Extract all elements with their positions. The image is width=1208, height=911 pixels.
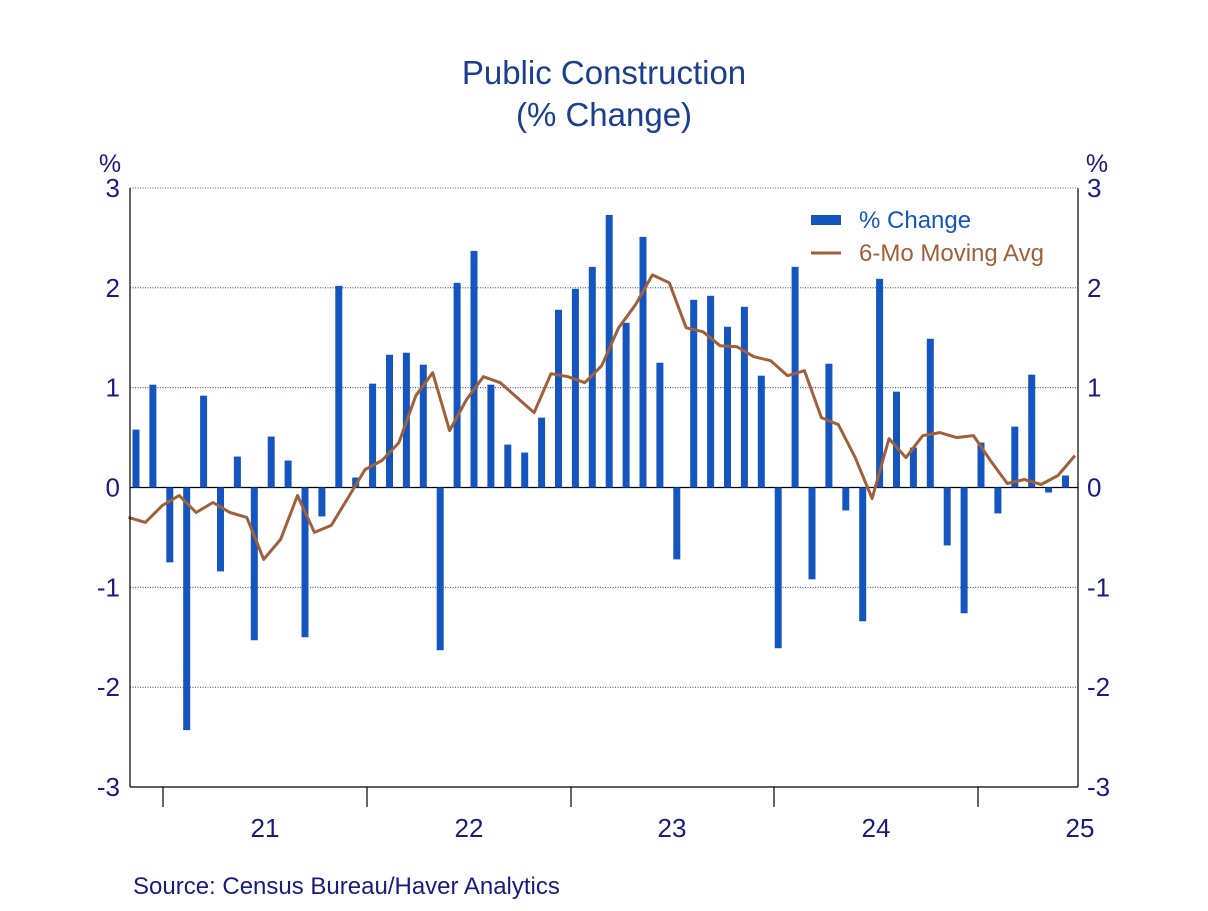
line-series (128, 273, 1077, 561)
bar (538, 417, 546, 488)
bar (876, 278, 884, 488)
bar (149, 384, 157, 488)
legend: % Change 6-Mo Moving Avg (811, 207, 1044, 267)
bar (757, 375, 765, 488)
axes (129, 188, 1079, 807)
bar (1011, 426, 1019, 488)
bar (1028, 374, 1036, 488)
x-year-label: 25 (1066, 813, 1095, 843)
y-tick-label-left: 1 (106, 373, 120, 403)
bar (504, 444, 512, 488)
bar (386, 354, 393, 488)
y-tick-label-right: -2 (1087, 672, 1110, 702)
bar (639, 236, 647, 488)
x-year-label: 23 (658, 813, 687, 843)
y-tick-labels: 3 3 2 2 1 1 0 0 -1 -1 -2 -2 -3 -3 (97, 173, 1110, 802)
y-tick-label-left: -1 (97, 572, 120, 602)
bar (909, 447, 917, 488)
y-tick-label-right: 2 (1087, 273, 1101, 303)
bar (1045, 487, 1053, 493)
bar (369, 383, 377, 488)
bar-series (132, 214, 1069, 731)
legend-label-bars: % Change (859, 207, 971, 234)
bar (555, 309, 562, 488)
y-tick-label-right: 1 (1087, 373, 1101, 403)
y-tick-label-right: -3 (1087, 772, 1110, 802)
bar (318, 487, 326, 517)
bar (673, 487, 681, 560)
bar (233, 456, 241, 488)
bar (774, 487, 782, 649)
bar (419, 364, 427, 488)
bar (284, 460, 292, 488)
y-tick-label-left: 0 (106, 473, 120, 503)
y-tick-label-left: 3 (106, 173, 120, 203)
bar (521, 452, 529, 488)
bar (1062, 475, 1069, 488)
bar (656, 362, 664, 488)
bar (707, 295, 715, 488)
bar (132, 429, 140, 488)
bar (943, 487, 951, 546)
y-tick-label-right: -1 (1087, 572, 1110, 602)
bar (183, 487, 191, 731)
chart-title-line2: (% Change) (516, 96, 692, 133)
x-year-label: 24 (862, 813, 891, 843)
bar (301, 487, 309, 638)
bar (926, 338, 934, 488)
bar (250, 487, 258, 641)
bar (436, 487, 444, 651)
bar (267, 436, 275, 488)
bar (994, 487, 1002, 514)
chart-title-line1: Public Construction (462, 54, 746, 91)
bar (893, 391, 900, 488)
bar (960, 487, 968, 614)
moving-average-line (128, 273, 1077, 561)
bar (724, 326, 731, 488)
y-unit-left: % (99, 150, 121, 178)
bar (453, 282, 461, 488)
legend-swatch-bars (811, 215, 841, 225)
bar (859, 487, 867, 622)
x-tick-labels: 21 22 23 24 25 (251, 813, 1095, 843)
bar (842, 487, 850, 511)
y-unit-right: % (1086, 150, 1108, 178)
y-tick-label-left: 2 (106, 273, 120, 303)
bar (977, 442, 985, 488)
bar (825, 363, 833, 488)
source-note: Source: Census Bureau/Haver Analytics (133, 873, 560, 900)
bar (487, 384, 495, 488)
x-year-label: 21 (251, 813, 280, 843)
bar (335, 285, 343, 488)
x-year-label: 22 (455, 813, 484, 843)
y-tick-label-left: -2 (97, 672, 120, 702)
bar (622, 322, 630, 488)
y-tick-label-right: 3 (1087, 173, 1101, 203)
bar (808, 487, 816, 580)
bar (690, 299, 698, 488)
bar (791, 266, 799, 488)
legend-label-line: 6-Mo Moving Avg (859, 240, 1044, 267)
bar (571, 288, 579, 488)
bar (470, 250, 478, 488)
bar (740, 306, 748, 488)
y-tick-label-right: 0 (1087, 473, 1101, 503)
bar (200, 395, 208, 488)
bar (217, 487, 224, 572)
y-tick-label-left: -3 (97, 772, 120, 802)
bar (166, 487, 174, 563)
